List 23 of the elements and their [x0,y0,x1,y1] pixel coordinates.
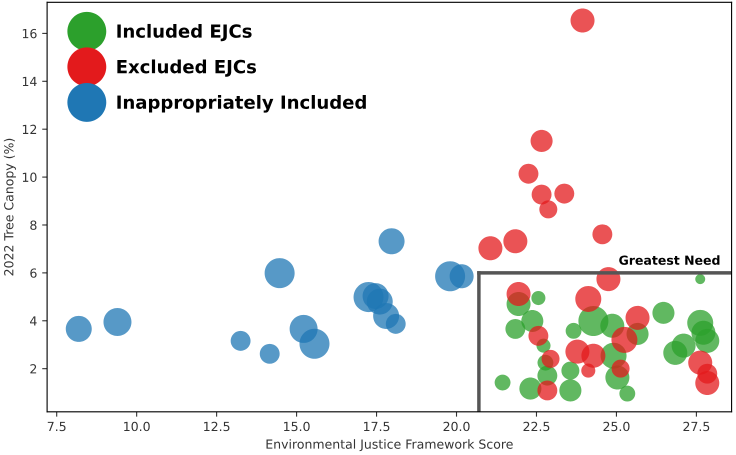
x-tick-label: 7.5 [48,422,66,432]
y-tick-label: 4 [30,316,37,326]
x-tick-label: 17.5 [364,422,390,432]
x-tick-label: 12.5 [204,422,230,432]
x-tick-label: 10.0 [124,422,150,432]
legend-label: Included EJCs [117,24,252,42]
y-tick-label: 2 [30,364,36,374]
y-tick-label: 10 [22,172,37,182]
ref-line-label: Greatest Need [619,255,720,265]
x-axis-title: Environmental Justice Framework Score [266,439,513,452]
y-axis-title: 2022 Tree Canopy (%) [4,138,16,276]
y-tick-label: 6 [30,268,37,278]
x-tick-label: 22.5 [523,422,550,432]
y-tick-label: 16 [22,28,37,38]
x-tick-label: 27.5 [683,422,710,432]
y-tick-label: 14 [22,76,37,86]
legend-label: Inappropriately Included [117,95,366,113]
y-tick-label: 12 [22,124,36,134]
x-tick-label: 20.0 [444,422,470,432]
legend-label: Excluded EJCs [117,59,256,77]
x-tick-label: 25.0 [603,422,630,432]
x-tick-label: 15.0 [284,422,310,432]
y-tick-label: 8 [30,220,37,230]
